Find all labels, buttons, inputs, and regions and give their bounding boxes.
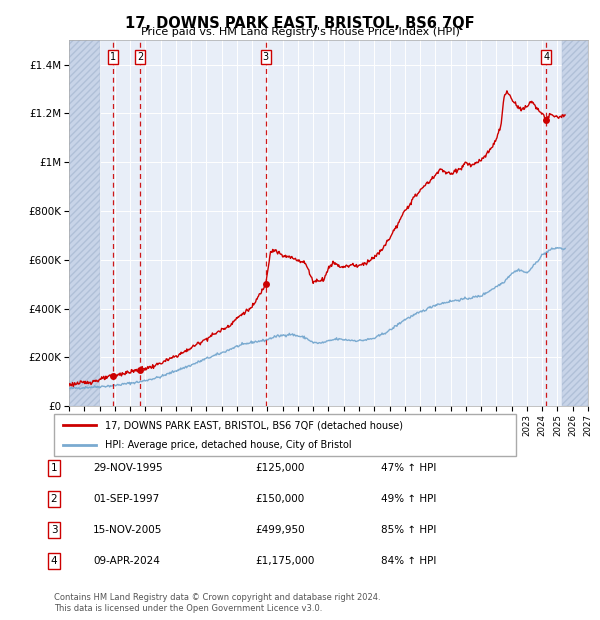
- Text: 1: 1: [50, 463, 58, 473]
- Text: 47% ↑ HPI: 47% ↑ HPI: [381, 463, 436, 473]
- Text: £150,000: £150,000: [255, 494, 304, 504]
- Text: 3: 3: [50, 525, 58, 535]
- Text: 49% ↑ HPI: 49% ↑ HPI: [381, 494, 436, 504]
- Text: 29-NOV-1995: 29-NOV-1995: [93, 463, 163, 473]
- Text: 3: 3: [263, 51, 269, 62]
- Text: 2: 2: [137, 51, 143, 62]
- Text: 2: 2: [50, 494, 58, 504]
- Text: 4: 4: [543, 51, 550, 62]
- Text: £499,950: £499,950: [255, 525, 305, 535]
- Text: 15-NOV-2005: 15-NOV-2005: [93, 525, 163, 535]
- Text: £125,000: £125,000: [255, 463, 304, 473]
- Text: 17, DOWNS PARK EAST, BRISTOL, BS6 7QF (detached house): 17, DOWNS PARK EAST, BRISTOL, BS6 7QF (d…: [105, 420, 403, 430]
- Text: 4: 4: [50, 556, 58, 566]
- Text: Contains HM Land Registry data © Crown copyright and database right 2024.
This d: Contains HM Land Registry data © Crown c…: [54, 593, 380, 613]
- Text: 17, DOWNS PARK EAST, BRISTOL, BS6 7QF: 17, DOWNS PARK EAST, BRISTOL, BS6 7QF: [125, 16, 475, 30]
- FancyBboxPatch shape: [54, 414, 516, 456]
- Text: 1: 1: [110, 51, 116, 62]
- Text: 84% ↑ HPI: 84% ↑ HPI: [381, 556, 436, 566]
- Text: Price paid vs. HM Land Registry's House Price Index (HPI): Price paid vs. HM Land Registry's House …: [140, 27, 460, 37]
- Text: 85% ↑ HPI: 85% ↑ HPI: [381, 525, 436, 535]
- Text: 01-SEP-1997: 01-SEP-1997: [93, 494, 159, 504]
- Text: HPI: Average price, detached house, City of Bristol: HPI: Average price, detached house, City…: [105, 440, 352, 450]
- Text: 09-APR-2024: 09-APR-2024: [93, 556, 160, 566]
- Text: £1,175,000: £1,175,000: [255, 556, 314, 566]
